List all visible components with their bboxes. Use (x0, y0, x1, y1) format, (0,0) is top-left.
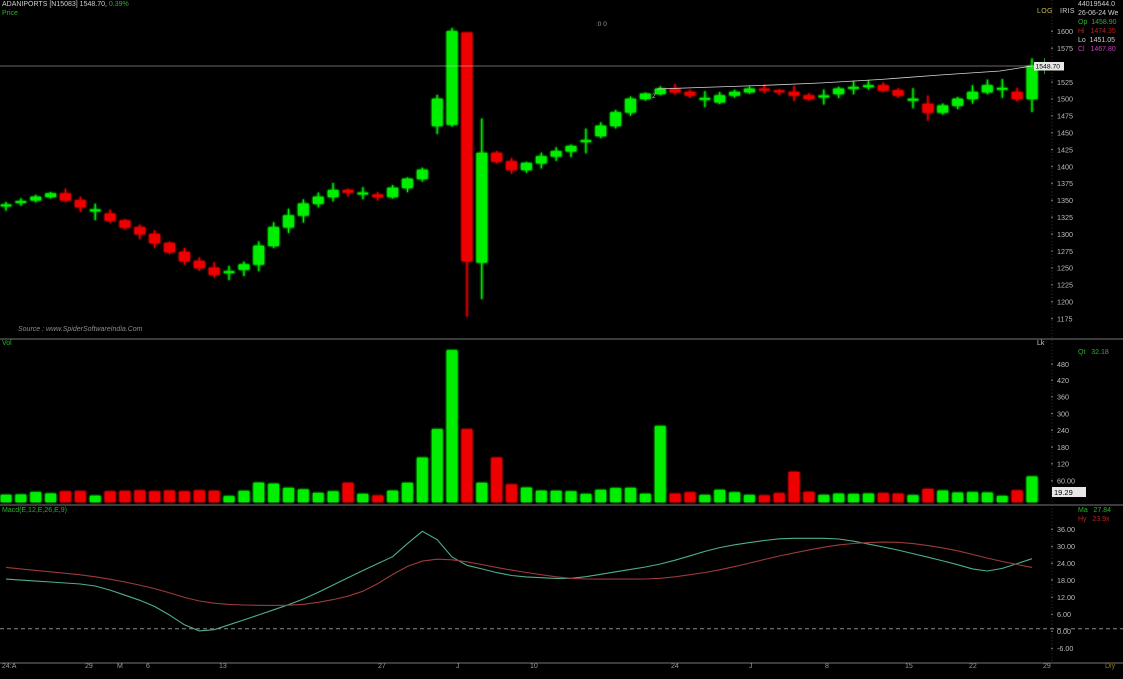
svg-text:360: 360 (1057, 393, 1069, 402)
svg-text:1275: 1275 (1057, 247, 1073, 256)
svg-text:240: 240 (1057, 426, 1069, 435)
svg-text:300: 300 (1057, 410, 1069, 419)
svg-text:1250: 1250 (1057, 264, 1073, 273)
svg-text:480: 480 (1057, 360, 1069, 369)
svg-text:1325: 1325 (1057, 213, 1073, 222)
svg-text:30.00: 30.00 (1057, 542, 1075, 551)
svg-text:1425: 1425 (1057, 145, 1073, 154)
svg-text:1175: 1175 (1057, 314, 1072, 323)
svg-text:1475: 1475 (1057, 112, 1073, 121)
svg-text:24.00: 24.00 (1057, 559, 1075, 568)
svg-text:1500: 1500 (1057, 95, 1073, 104)
svg-text:1225: 1225 (1057, 281, 1073, 290)
svg-text:120: 120 (1057, 460, 1069, 469)
svg-text:180: 180 (1057, 443, 1069, 452)
svg-text:1200: 1200 (1057, 298, 1073, 307)
svg-text:12.00: 12.00 (1057, 593, 1075, 602)
svg-text:1375: 1375 (1057, 179, 1073, 188)
svg-text:1300: 1300 (1057, 230, 1073, 239)
svg-text:1548.70: 1548.70 (1036, 64, 1061, 71)
svg-text:1525: 1525 (1057, 78, 1073, 87)
svg-text:1450: 1450 (1057, 129, 1073, 138)
svg-text:36.00: 36.00 (1057, 525, 1075, 534)
svg-text:1575: 1575 (1057, 44, 1073, 53)
svg-text:19.29: 19.29 (1054, 488, 1073, 497)
svg-text:2: 2 (652, 93, 656, 100)
svg-text:1600: 1600 (1057, 27, 1073, 36)
svg-text:-6.00: -6.00 (1057, 644, 1073, 653)
svg-text:6.00: 6.00 (1057, 610, 1071, 619)
svg-text:420: 420 (1057, 376, 1069, 385)
svg-text:1400: 1400 (1057, 162, 1073, 171)
svg-text:18.00: 18.00 (1057, 576, 1075, 585)
svg-text:1350: 1350 (1057, 196, 1073, 205)
svg-text:60.00: 60.00 (1057, 477, 1075, 486)
